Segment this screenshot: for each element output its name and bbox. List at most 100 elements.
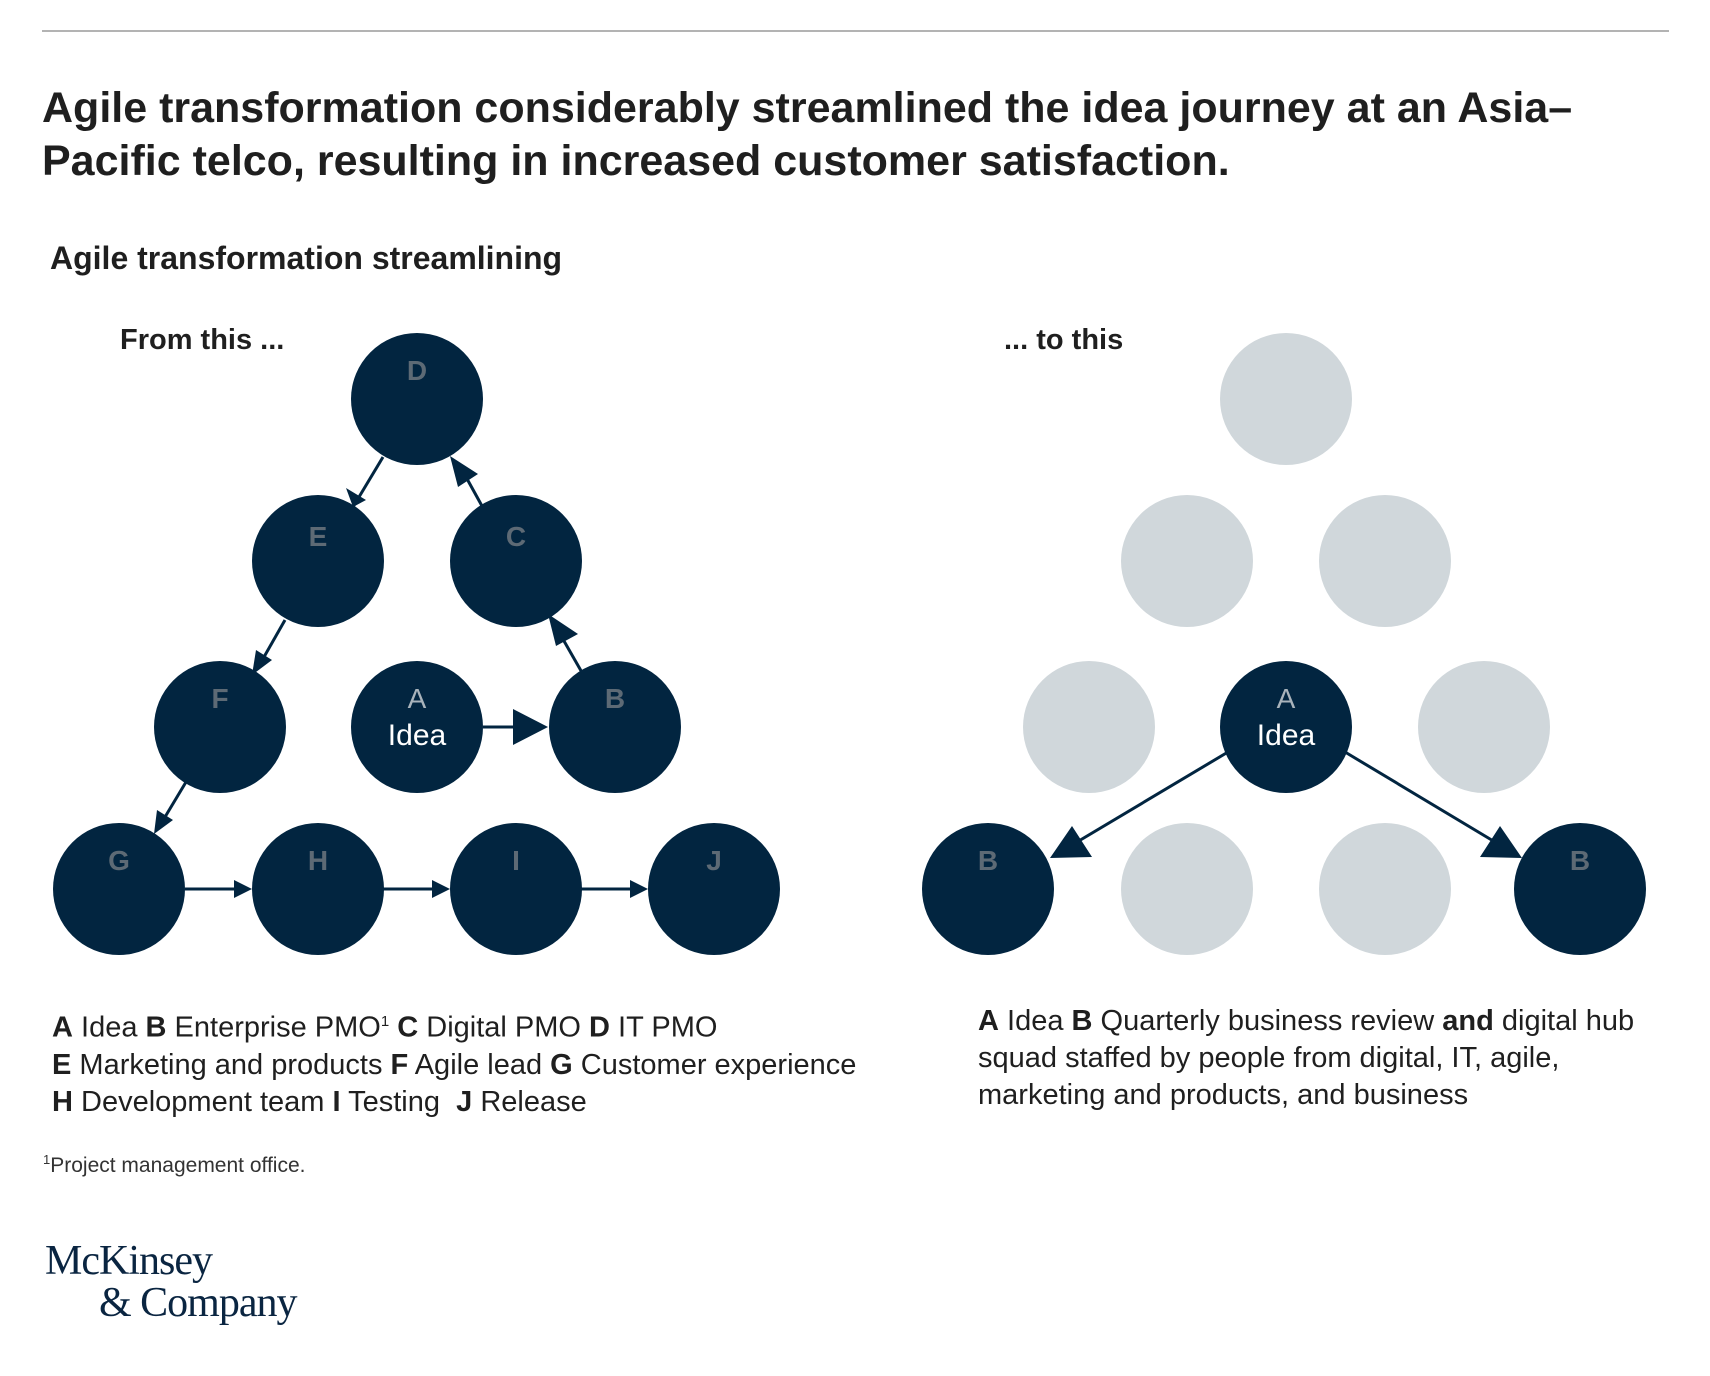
legend-text: Testing xyxy=(348,1085,440,1118)
node-h xyxy=(252,823,384,955)
to-nodes-active xyxy=(922,661,1646,955)
from-legend-line-2: E Marketing and products F Agile lead G … xyxy=(52,1047,952,1084)
arrowhead-h-to-i xyxy=(432,880,450,898)
legend-text: digital hub squad staffed by people from… xyxy=(978,1005,1635,1111)
to-node-a-letter: A xyxy=(1277,683,1296,714)
legend-key: G xyxy=(550,1048,573,1081)
from-panel-label: From this ... xyxy=(120,324,285,356)
to-node-labels: A Idea B B xyxy=(978,683,1590,876)
to-node-b-left xyxy=(922,823,1054,955)
legend-key: I xyxy=(332,1085,341,1118)
node-e-label: E xyxy=(309,521,328,552)
arrowhead-i-to-j xyxy=(630,880,648,898)
arrowhead-a-to-b-left xyxy=(1050,826,1092,858)
legend-text: Idea xyxy=(81,1011,138,1044)
legend-text: Quarterly business review xyxy=(1100,1005,1435,1037)
node-a xyxy=(351,661,483,793)
from-legend-line-3: H Development team I Testing J Release xyxy=(52,1084,952,1121)
arrowhead-d-to-e xyxy=(346,488,366,507)
legend-text: Idea xyxy=(1007,1005,1064,1037)
inactive-node xyxy=(1220,333,1352,465)
node-j-label: J xyxy=(706,845,722,876)
node-j xyxy=(648,823,780,955)
node-c xyxy=(450,495,582,627)
legend-key: J xyxy=(456,1085,473,1118)
legend-key: B xyxy=(1071,1005,1093,1037)
legend-text: Marketing and products xyxy=(79,1048,383,1081)
footnote-marker: 1 xyxy=(380,1013,390,1030)
arrow-c-to-d xyxy=(464,476,484,507)
to-node-b-left-label: B xyxy=(978,845,998,876)
legend-key: E xyxy=(52,1048,72,1081)
arrow-f-to-g xyxy=(160,781,188,823)
inactive-node xyxy=(1319,495,1451,627)
logo-line-2: & Company xyxy=(99,1280,297,1326)
node-a-idea: Idea xyxy=(388,719,447,752)
arrowhead-a-to-b-right xyxy=(1480,826,1522,858)
legend-key: A xyxy=(978,1005,999,1037)
legend-key: B xyxy=(145,1011,167,1044)
from-legend-line-1: A Idea B Enterprise PMO1 C Digital PMO D… xyxy=(52,1003,952,1047)
legend-key: H xyxy=(52,1085,73,1118)
footnote-text: Project management office. xyxy=(50,1154,306,1177)
legend-and: and xyxy=(1442,1005,1494,1037)
subhead: Agile transformation streamlining xyxy=(50,240,563,276)
logo-line-1: McKinsey xyxy=(45,1238,213,1284)
legend-key: F xyxy=(390,1048,409,1081)
node-e xyxy=(252,495,384,627)
mckinsey-logo: McKinsey & Company xyxy=(45,1240,297,1324)
inactive-node xyxy=(1121,823,1253,955)
node-d-label: D xyxy=(407,355,427,386)
inactive-node xyxy=(1023,661,1155,793)
footnote-marker: 1 xyxy=(43,1152,51,1167)
legend-key: D xyxy=(589,1011,610,1044)
arrow-a-to-b-right xyxy=(1344,750,1501,847)
arrow-a-to-b-left xyxy=(1071,750,1229,847)
arrowhead-e-to-f xyxy=(252,650,272,675)
from-connectors xyxy=(154,456,648,898)
to-panel-label: ... to this xyxy=(1004,324,1124,356)
arrowhead-a-to-b xyxy=(513,709,548,745)
node-i-label: I xyxy=(512,845,520,876)
node-h-label: H xyxy=(308,845,328,876)
legend-text: IT PMO xyxy=(618,1011,718,1044)
legend-key: C xyxy=(397,1011,419,1044)
arrowhead-b-to-c xyxy=(548,614,578,646)
legend-text: Development team xyxy=(81,1085,325,1118)
arrowhead-g-to-h xyxy=(234,880,252,898)
top-rule xyxy=(42,30,1669,32)
to-node-a-idea: Idea xyxy=(1257,719,1316,752)
legend-text: Customer experience xyxy=(580,1048,857,1081)
legend-text: Agile lead xyxy=(414,1048,543,1081)
legend-key: A xyxy=(52,1011,73,1044)
node-f xyxy=(154,661,286,793)
to-node-b-right-label: B xyxy=(1570,845,1590,876)
node-g xyxy=(53,823,185,955)
to-nodes-inactive xyxy=(1023,333,1550,955)
from-node-labels: D E C F A Idea B G H I J xyxy=(108,355,722,876)
node-a-letter: A xyxy=(408,683,427,714)
node-b-label: B xyxy=(605,683,625,714)
node-f-label: F xyxy=(211,683,228,714)
arrowhead-c-to-d xyxy=(450,456,478,487)
legend-text: Digital PMO xyxy=(426,1011,581,1044)
footnote: 1Project management office. xyxy=(43,1152,306,1178)
from-legend: A Idea B Enterprise PMO1 C Digital PMO D… xyxy=(52,1003,952,1121)
to-legend: A Idea B Quarterly business review and d… xyxy=(978,1003,1658,1114)
to-node-b-right xyxy=(1514,823,1646,955)
to-node-a xyxy=(1220,661,1352,793)
inactive-node xyxy=(1418,661,1550,793)
node-i xyxy=(450,823,582,955)
from-nodes xyxy=(53,333,780,955)
node-c-label: C xyxy=(506,521,526,552)
inactive-node xyxy=(1319,823,1451,955)
node-b xyxy=(549,661,681,793)
inactive-node xyxy=(1121,495,1253,627)
node-g-label: G xyxy=(108,845,130,876)
to-connectors xyxy=(1050,750,1522,858)
node-d xyxy=(351,333,483,465)
legend-text: Release xyxy=(480,1085,587,1118)
arrow-b-to-c xyxy=(562,640,586,677)
headline: Agile transformation considerably stream… xyxy=(42,84,1573,185)
